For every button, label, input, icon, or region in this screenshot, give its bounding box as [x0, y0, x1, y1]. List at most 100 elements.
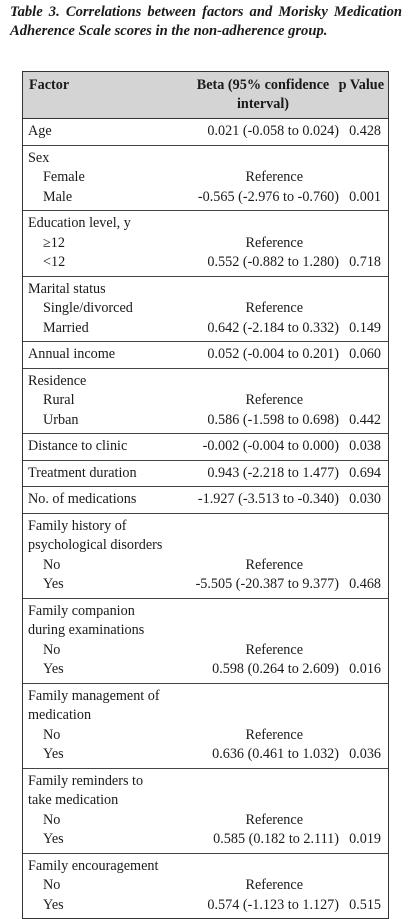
row-group-age: Age 0.021 (-0.058 to 0.024) 0.428: [23, 119, 388, 146]
table-row: Family reminders to: [23, 772, 388, 792]
factor-label: Marital status: [28, 280, 106, 297]
beta-value: Reference: [245, 169, 304, 185]
p-value: 0.442: [349, 411, 381, 428]
factor-label: Sex: [28, 149, 50, 166]
table-row: Yes 0.585 (0.182 to 2.111) 0.019: [23, 830, 388, 850]
row-group-residence: Residence Rural Reference Urban 0.586 (-…: [23, 369, 388, 434]
level-label: No: [43, 811, 61, 828]
beta-value: 0.598 (0.264 to 2.609): [212, 661, 339, 677]
table-row: Family history of: [23, 517, 388, 537]
table-row: No Reference: [23, 556, 388, 576]
table-row: Distance to clinic -0.002 (-0.004 to 0.0…: [23, 437, 388, 457]
correlation-table: Factor Beta (95% confidence interval) p …: [22, 71, 389, 919]
factor-label: Family reminders to: [28, 772, 144, 789]
level-label: <12: [43, 254, 66, 270]
table-row: Male -0.565 (-2.976 to -0.760) 0.001: [23, 188, 388, 208]
p-value: 0.030: [349, 491, 381, 507]
beta-value: Reference: [245, 877, 304, 893]
beta-value: Reference: [245, 556, 304, 573]
table-row: <12 0.552 (-0.882 to 1.280) 0.718: [23, 253, 388, 273]
header-beta: Beta (95% confidence interval): [183, 76, 343, 114]
level-label: Married: [43, 319, 89, 336]
table-row: Age 0.021 (-0.058 to 0.024) 0.428: [23, 122, 388, 142]
table-row: medication: [23, 706, 388, 726]
beta-value: 0.552 (-0.882 to 1.280): [207, 254, 339, 270]
level-label: Yes: [43, 746, 64, 762]
table-row: Rural Reference: [23, 391, 388, 411]
row-group-medications: No. of medications -1.927 (-3.513 to -0.…: [23, 487, 388, 514]
beta-value: Reference: [245, 641, 304, 658]
p-value: 0.718: [349, 254, 381, 270]
p-value: 0.016: [349, 661, 381, 677]
beta-value: -5.505 (-20.387 to 9.377): [195, 576, 339, 592]
factor-label: Treatment duration: [28, 464, 137, 481]
row-group-duration: Treatment duration 0.943 (-2.218 to 1.47…: [23, 461, 388, 487]
factor-label: Distance to clinic: [28, 438, 128, 454]
beta-value: 0.574 (-1.123 to 1.127): [207, 896, 339, 913]
table-row: Family encouragement: [23, 857, 388, 877]
beta-value: 0.585 (0.182 to 2.111): [213, 831, 339, 847]
p-value: 0.036: [349, 746, 381, 762]
beta-value: 0.021 (-0.058 to 0.024): [207, 123, 339, 139]
p-value: 0.515: [349, 896, 381, 913]
beta-value: Reference: [245, 300, 304, 316]
header-beta-line1: Beta (95% confidence: [196, 77, 330, 93]
table-row: Yes 0.636 (0.461 to 1.032) 0.036: [23, 745, 388, 765]
row-group-education: Education level, y ≥12 Reference <12 0.5…: [23, 211, 388, 277]
table-row: Marital status: [23, 280, 388, 300]
table-header: Factor Beta (95% confidence interval) p …: [23, 72, 388, 119]
table-row: Residence: [23, 372, 388, 392]
factor-label: Education level, y: [28, 215, 131, 231]
p-value: 0.428: [349, 123, 381, 139]
table-row: No Reference: [23, 726, 388, 746]
beta-value: 0.642 (-2.184 to 0.332): [207, 319, 339, 336]
p-value: 0.060: [349, 346, 381, 362]
header-p-value: p Value: [338, 77, 384, 93]
factor-label: Residence: [28, 372, 87, 389]
table-row: Single/divorced Reference: [23, 299, 388, 319]
table-row: No Reference: [23, 641, 388, 661]
table-row: ≥12 Reference: [23, 234, 388, 254]
level-label: No: [43, 877, 61, 893]
beta-value: Reference: [245, 726, 304, 743]
header-factor: Factor: [29, 77, 70, 93]
factor-label: psychological disorders: [28, 537, 163, 553]
p-value: 0.468: [349, 576, 381, 592]
table-row: take medication: [23, 791, 388, 811]
factor-label: Family encouragement: [28, 857, 159, 874]
factor-label: take medication: [28, 792, 119, 808]
table-row: Urban 0.586 (-1.598 to 0.698) 0.442: [23, 411, 388, 431]
level-label: No: [43, 726, 61, 743]
row-group-sex: Sex Female Reference Male -0.565 (-2.976…: [23, 146, 388, 211]
level-label: No: [43, 556, 61, 573]
row-group-family-encouragement: Family encouragement No Reference Yes 0.…: [23, 854, 388, 919]
beta-value: 0.586 (-1.598 to 0.698): [207, 411, 339, 428]
row-group-family-management: Family management of medication No Refer…: [23, 684, 388, 769]
level-label: Single/divorced: [43, 300, 133, 316]
factor-label: No. of medications: [28, 491, 137, 507]
p-value: 0.001: [349, 188, 381, 205]
factor-label: Family history of: [28, 517, 127, 534]
beta-value: Reference: [245, 392, 304, 408]
header-beta-line2: interval): [236, 96, 289, 112]
row-group-family-history: Family history of psychological disorder…: [23, 514, 388, 599]
level-label: Yes: [43, 831, 64, 847]
table-row: psychological disorders: [23, 536, 388, 556]
p-value: 0.149: [349, 319, 381, 336]
table-row: Family management of: [23, 687, 388, 707]
level-label: ≥12: [43, 234, 65, 251]
beta-value: Reference: [245, 234, 304, 251]
table-caption: Table 3. Correlations between factors an…: [10, 4, 402, 39]
level-label: Urban: [43, 411, 79, 428]
factor-label: Age: [28, 123, 52, 139]
beta-value: 0.636 (0.461 to 1.032): [212, 746, 339, 762]
table-row: No Reference: [23, 811, 388, 831]
level-label: Yes: [43, 661, 64, 677]
table-row: No. of medications -1.927 (-3.513 to -0.…: [23, 490, 388, 510]
factor-label: medication: [28, 707, 92, 723]
row-group-marital: Marital status Single/divorced Reference…: [23, 277, 388, 342]
table-row: Family companion: [23, 602, 388, 622]
row-group-family-reminders: Family reminders to take medication No R…: [23, 769, 388, 854]
level-label: Rural: [43, 392, 75, 408]
table-row: Yes 0.598 (0.264 to 2.609) 0.016: [23, 660, 388, 680]
